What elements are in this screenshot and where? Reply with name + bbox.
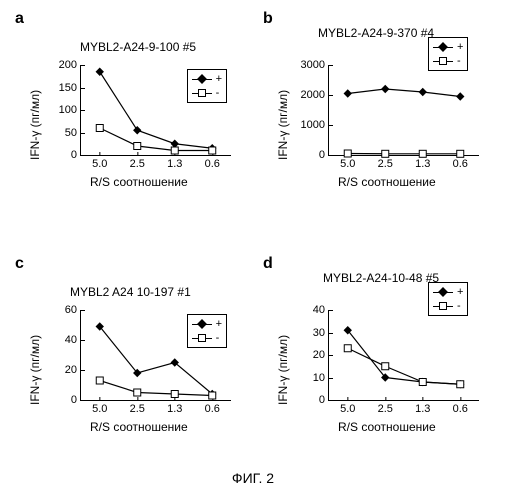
- ytick: 50: [65, 127, 81, 139]
- ytick: 40: [313, 304, 329, 316]
- ytick: 150: [59, 82, 81, 94]
- legend-text: +: [216, 73, 222, 85]
- panel-a-title: MYBL2-A24-9-100 #5: [80, 40, 196, 54]
- ytick: 0: [71, 149, 81, 161]
- panel-d: d MYBL2-A24-10-48 #5 IFN-γ (пг/мл) 01020…: [258, 255, 498, 445]
- xtick: 2.5: [378, 400, 393, 415]
- legend-row: +: [192, 72, 222, 86]
- panel-c-ylabel: IFN-γ (пг/мл): [28, 335, 42, 405]
- ytick: 60: [65, 304, 81, 316]
- legend-row: +: [433, 285, 463, 299]
- series-svg: [329, 310, 479, 400]
- panel-d-title: MYBL2-A24-10-48 #5: [323, 271, 439, 285]
- ytick: 30: [313, 327, 329, 339]
- panel-d-label: d: [263, 255, 273, 273]
- panel-d-xlabel: R/S соотношение: [338, 420, 436, 434]
- legend-text: -: [216, 87, 220, 99]
- legend: +-: [428, 37, 468, 71]
- legend-row: -: [192, 86, 222, 100]
- panel-d-ylabel: IFN-γ (пг/мл): [276, 335, 290, 405]
- legend: +-: [187, 69, 227, 103]
- ytick: 20: [313, 349, 329, 361]
- legend-text: -: [457, 300, 461, 312]
- xtick: 0.6: [205, 400, 220, 415]
- panel-a-label: a: [15, 10, 24, 28]
- panel-b-xlabel: R/S соотношение: [338, 175, 436, 189]
- legend-row: +: [192, 317, 222, 331]
- legend: +-: [187, 314, 227, 348]
- panel-c-plot: 02040605.02.51.30.6+-: [80, 310, 231, 401]
- legend-text: +: [457, 41, 463, 53]
- ytick: 10: [313, 372, 329, 384]
- ytick: 0: [319, 149, 329, 161]
- ytick: 200: [59, 59, 81, 71]
- legend-text: +: [216, 318, 222, 330]
- ytick: 1000: [301, 119, 329, 131]
- panel-a-plot: 0501001502005.02.51.30.6+-: [80, 65, 231, 156]
- panel-b-label: b: [263, 10, 273, 28]
- xtick: 5.0: [92, 155, 107, 170]
- panel-c: c MYBL2 A24 10-197 #1 IFN-γ (пг/мл) 0 20 4…: [10, 255, 250, 445]
- legend-text: -: [457, 55, 461, 67]
- legend-row: -: [433, 299, 463, 313]
- panel-c-title: MYBL2 A24 10-197 #1: [70, 285, 191, 299]
- xtick: 5.0: [340, 400, 355, 415]
- panel-b-plot: 01000200030005.02.51.30.6: [328, 65, 479, 156]
- legend-text: +: [457, 286, 463, 298]
- xtick: 5.0: [92, 400, 107, 415]
- ytick: 0: [319, 394, 329, 406]
- legend-text: -: [216, 332, 220, 344]
- xtick: 1.3: [415, 400, 430, 415]
- panel-d-plot: 0102030405.02.51.30.6: [328, 310, 479, 401]
- ytick: 100: [59, 104, 81, 116]
- ytick: 0: [71, 394, 81, 406]
- xtick: 0.6: [453, 400, 468, 415]
- legend: +-: [428, 282, 468, 316]
- xtick: 0.6: [205, 155, 220, 170]
- ytick: 3000: [301, 59, 329, 71]
- legend-row: -: [192, 331, 222, 345]
- figure-2: a MYBL2-A24-9-100 #5 IFN-γ (пг/мл) 0 50 10…: [0, 0, 506, 500]
- xtick: 1.3: [167, 400, 182, 415]
- ytick: 40: [65, 334, 81, 346]
- panel-a: a MYBL2-A24-9-100 #5 IFN-γ (пг/мл) 0 50 10…: [10, 10, 250, 200]
- panel-a-ylabel: IFN-γ (пг/мл): [28, 90, 42, 160]
- ytick: 20: [65, 364, 81, 376]
- figure-caption: ФИГ. 2: [232, 470, 274, 486]
- panel-c-xlabel: R/S соотношение: [90, 420, 188, 434]
- legend-row: -: [433, 54, 463, 68]
- xtick: 2.5: [130, 400, 145, 415]
- xtick: 2.5: [130, 155, 145, 170]
- ytick: 2000: [301, 89, 329, 101]
- panel-b-ylabel: IFN-γ (пг/мл): [276, 90, 290, 160]
- panel-a-xlabel: R/S соотношение: [90, 175, 188, 189]
- legend-row: +: [433, 40, 463, 54]
- xtick: 1.3: [167, 155, 182, 170]
- panel-b: b MYBL2-A24-9-370 #4 IFN-γ (пг/мл) 01000…: [258, 10, 498, 200]
- series-svg: [329, 65, 479, 155]
- panel-b-title: MYBL2-A24-9-370 #4: [318, 26, 434, 40]
- panel-c-label: c: [15, 255, 24, 273]
